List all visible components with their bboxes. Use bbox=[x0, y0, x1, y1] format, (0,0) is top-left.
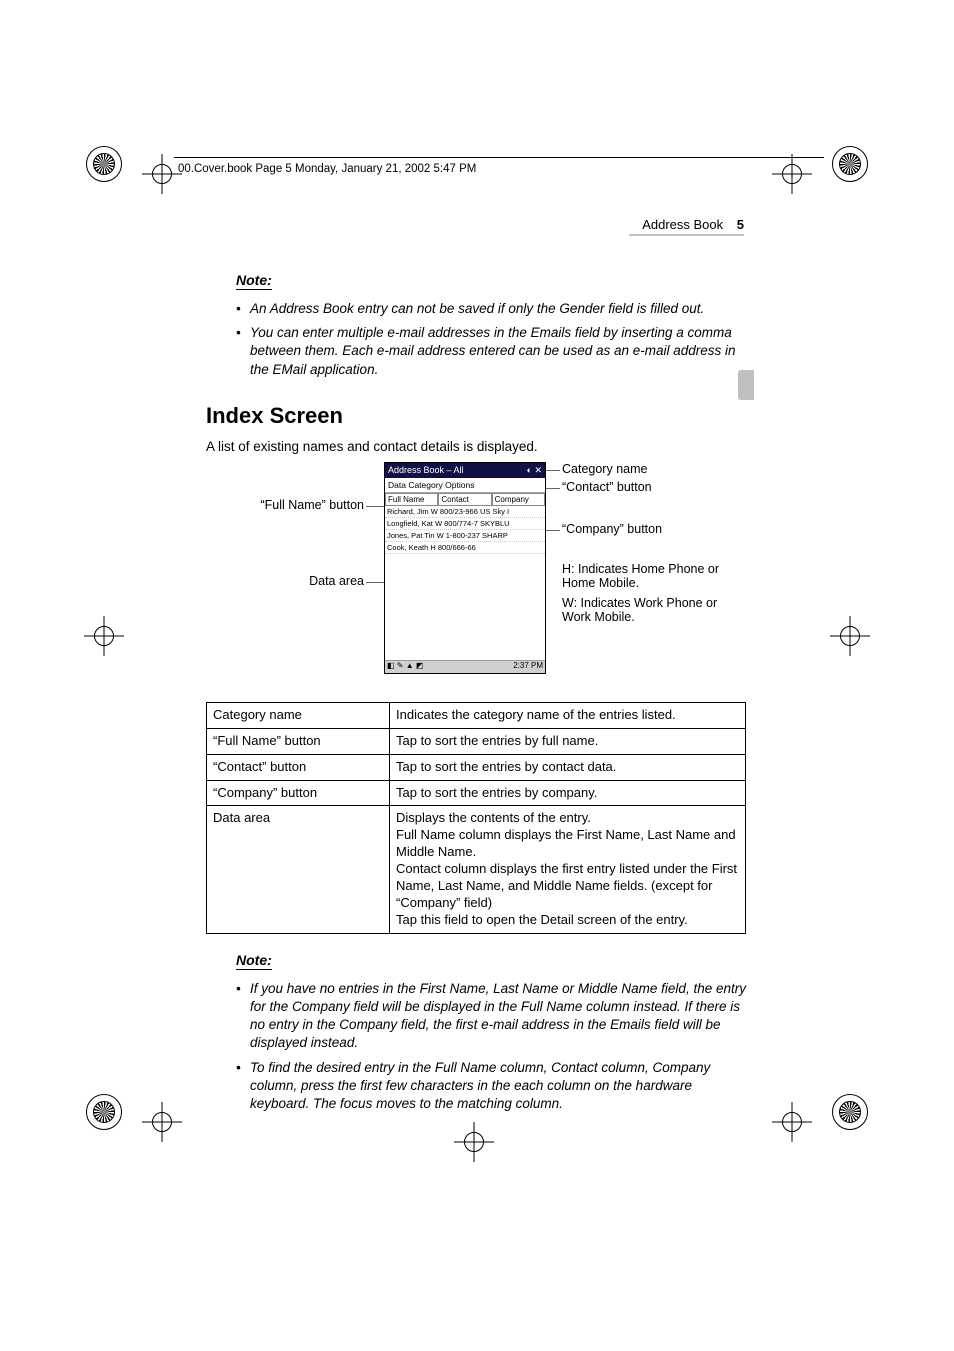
note-item: An Address Book entry can not be saved i… bbox=[236, 300, 746, 318]
leader bbox=[366, 582, 384, 583]
top-notes: An Address Book entry can not be saved i… bbox=[236, 300, 746, 379]
running-head: Address Book 5 bbox=[642, 217, 744, 232]
table-cell: Tap to sort the entries by full name. bbox=[390, 728, 746, 754]
header-rule bbox=[174, 157, 824, 158]
note-item: If you have no entries in the First Name… bbox=[236, 980, 746, 1053]
shot-rows: Richard, Jim W 800/23-966 US Sky I Longf… bbox=[385, 506, 545, 554]
table-cell: Indicates the category name of the entri… bbox=[390, 702, 746, 728]
note-item: You can enter multiple e-mail addresses … bbox=[236, 324, 746, 379]
table-row: Category nameIndicates the category name… bbox=[207, 702, 746, 728]
shot-menubar: Data Category Options bbox=[385, 478, 545, 493]
callout-fullname: “Full Name” button bbox=[244, 498, 364, 512]
shot-taskbar: ◧ ✎ ▲ ◩ 2:37 PM bbox=[385, 660, 545, 673]
shot-row: Jones, Pat Tin W 1-800-237 SHARP bbox=[385, 530, 545, 542]
shot-columns: Full Name Contact Company bbox=[385, 493, 545, 506]
header-runner: 00.Cover.book Page 5 Monday, January 21,… bbox=[178, 163, 476, 175]
crosshair bbox=[148, 1108, 176, 1136]
shot-title: Address Book – All bbox=[388, 465, 464, 476]
callout-company: “Company” button bbox=[562, 522, 662, 536]
section-intro: A list of existing names and contact det… bbox=[206, 439, 746, 454]
col-company: Company bbox=[492, 493, 545, 506]
taskbar-icons: ◧ ✎ ▲ ◩ bbox=[387, 661, 423, 673]
note-heading: Note: bbox=[236, 272, 272, 290]
callout-contact: “Contact” button bbox=[562, 480, 652, 494]
table-row: Data areaDisplays the contents of the en… bbox=[207, 806, 746, 933]
taskbar-time: 2:37 PM bbox=[513, 661, 543, 673]
note-heading: Note: bbox=[236, 952, 272, 970]
page-number: 5 bbox=[737, 217, 744, 232]
table-cell: Category name bbox=[207, 702, 390, 728]
callout-dataarea: Data area bbox=[244, 574, 364, 588]
table-cell: Data area bbox=[207, 806, 390, 933]
table-cell: Tap to sort the entries by company. bbox=[390, 780, 746, 806]
reg-mark-top-right bbox=[832, 146, 868, 182]
crosshair bbox=[148, 160, 176, 188]
table-row: “Full Name” buttonTap to sort the entrie… bbox=[207, 728, 746, 754]
note-item: To find the desired entry in the Full Na… bbox=[236, 1059, 746, 1114]
reg-mark-bottom-right bbox=[832, 1094, 868, 1130]
callout-category: Category name bbox=[562, 462, 647, 476]
table-cell: Displays the contents of the entry. Full… bbox=[390, 806, 746, 933]
device-screenshot: Address Book – All ◐ ✕ Data Category Opt… bbox=[384, 462, 546, 674]
crosshair bbox=[460, 1128, 488, 1156]
table-cell: “Company” button bbox=[207, 780, 390, 806]
crosshair bbox=[778, 1108, 806, 1136]
crosshair bbox=[778, 160, 806, 188]
scanned-page: 00.Cover.book Page 5 Monday, January 21,… bbox=[0, 0, 954, 1351]
table-cell: Tap to sort the entries by contact data. bbox=[390, 754, 746, 780]
section-title: Index Screen bbox=[206, 403, 746, 429]
table-row: “Contact” buttonTap to sort the entries … bbox=[207, 754, 746, 780]
close-icon: ◐ ✕ bbox=[527, 465, 542, 476]
running-head-rule bbox=[629, 234, 744, 236]
shot-titlebar: Address Book – All ◐ ✕ bbox=[385, 463, 545, 478]
running-head-title: Address Book bbox=[642, 217, 723, 232]
col-contact: Contact bbox=[438, 493, 491, 506]
shot-row: Longfield, Kat W 800/774-7 SKYBLU bbox=[385, 518, 545, 530]
content-column: Note: An Address Book entry can not be s… bbox=[206, 272, 746, 1131]
crosshair bbox=[90, 622, 118, 650]
bottom-notes: If you have no entries in the First Name… bbox=[236, 980, 746, 1114]
description-table: Category nameIndicates the category name… bbox=[206, 702, 746, 934]
crosshair bbox=[836, 622, 864, 650]
callout-w: W: Indicates Work Phone or Work Mobile. bbox=[562, 596, 742, 624]
callout-h: H: Indicates Home Phone or Home Mobile. bbox=[562, 562, 742, 590]
reg-mark-top-left bbox=[86, 146, 122, 182]
shot-row: Richard, Jim W 800/23-966 US Sky I bbox=[385, 506, 545, 518]
leader bbox=[366, 506, 384, 507]
table-row: “Company” buttonTap to sort the entries … bbox=[207, 780, 746, 806]
figure: “Full Name” button Data area Category na… bbox=[206, 462, 746, 692]
table-cell: “Contact” button bbox=[207, 754, 390, 780]
table-cell: “Full Name” button bbox=[207, 728, 390, 754]
reg-mark-bottom-left bbox=[86, 1094, 122, 1130]
shot-row: Cook, Keath H 800/666-66 bbox=[385, 542, 545, 554]
col-fullname: Full Name bbox=[385, 493, 438, 506]
